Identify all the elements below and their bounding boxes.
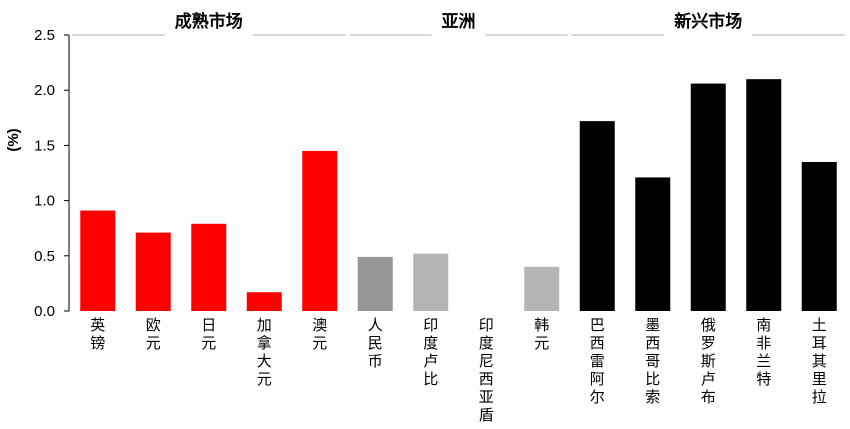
category-label: 墨西哥比索 [645,316,660,406]
bar [191,224,226,311]
bar [247,292,282,311]
bar [746,79,781,311]
category-label: 欧元 [146,316,161,352]
category-label: 印度卢比 [423,316,438,388]
bar [524,267,559,311]
category-label: 人民币 [368,316,383,370]
category-label: 加拿大元 [257,316,272,388]
y-tick-label: 1.0 [34,193,55,210]
bar [358,257,393,311]
group-label: 亚洲 [442,12,476,32]
group-label: 新兴市场 [674,11,742,32]
category-label: 印度尼西亚盾 [479,316,494,424]
bar [580,121,615,311]
y-axis-title: (%) [5,128,22,151]
bar [302,151,337,311]
bar [635,177,670,311]
y-tick-label: 1.5 [34,137,55,154]
group-label: 成熟市场 [175,11,243,32]
bar [413,254,448,311]
y-tick-label: 2.5 [34,27,55,44]
bar [80,211,115,311]
category-label: 俄罗斯卢布 [701,316,716,406]
category-label: 韩元 [534,316,549,352]
category-label: 日元 [201,316,216,352]
category-label: 英镑 [90,316,105,352]
category-label: 土耳其里拉 [812,316,827,406]
category-label: 巴西雷阿尔 [590,316,605,406]
category-label: 南非兰特 [756,316,771,388]
bar [136,233,171,311]
category-label: 澳元 [312,316,327,352]
y-tick-label: 0.0 [34,303,55,320]
y-tick-label: 2.0 [34,82,55,99]
bar [802,162,837,311]
bar [691,84,726,311]
y-tick-label: 0.5 [34,248,55,265]
